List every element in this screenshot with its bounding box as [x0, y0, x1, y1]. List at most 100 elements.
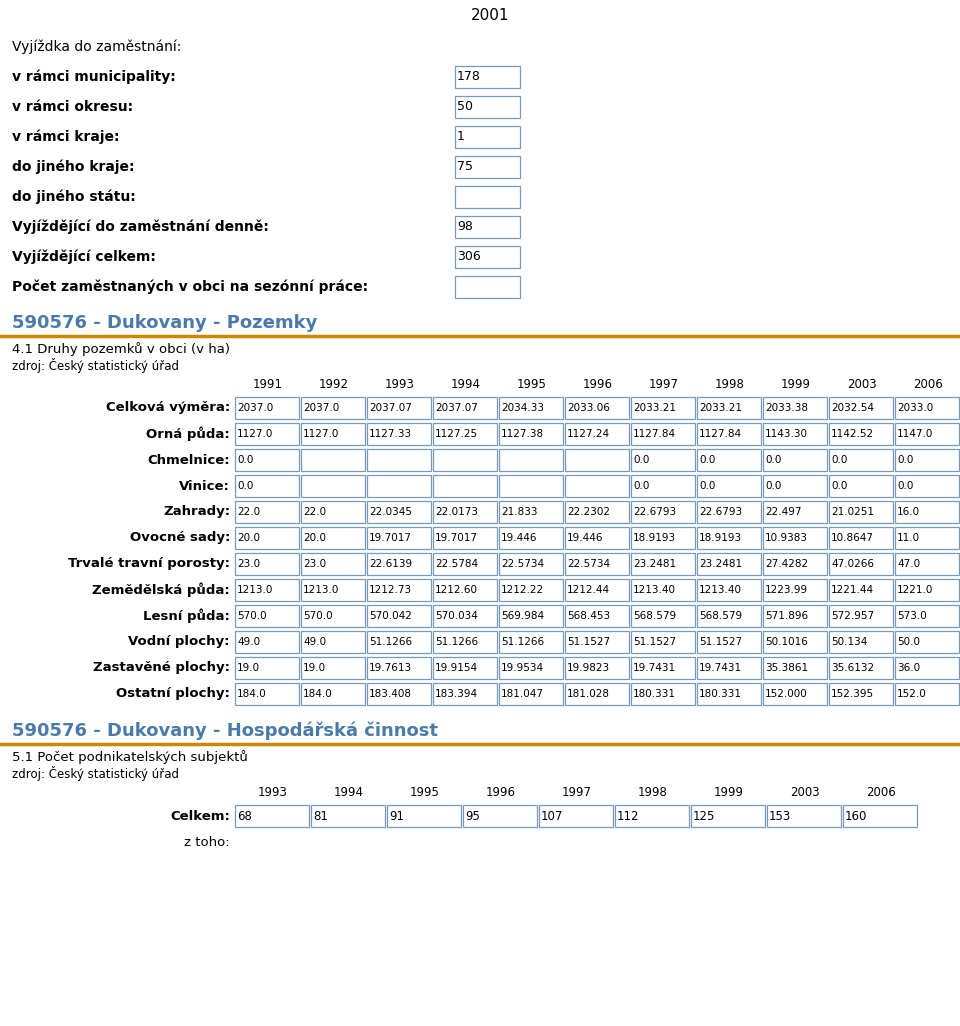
Bar [763, 657, 827, 679]
Text: 21.0251: 21.0251 [831, 507, 874, 517]
Text: 22.0345: 22.0345 [369, 507, 412, 517]
Bar [455, 66, 520, 88]
Text: 2003: 2003 [847, 378, 876, 391]
Bar [565, 657, 629, 679]
Bar [565, 631, 629, 653]
Bar [565, 423, 629, 445]
Text: 0.0: 0.0 [237, 455, 253, 465]
Text: Lesní půda:: Lesní půda: [143, 608, 230, 623]
Bar [895, 631, 959, 653]
Text: 590576 - Dukovany - Pozemky: 590576 - Dukovany - Pozemky [12, 314, 318, 332]
Bar [455, 246, 520, 268]
Text: 2003: 2003 [790, 786, 820, 799]
Text: 0.0: 0.0 [831, 481, 848, 491]
Text: 181.047: 181.047 [501, 689, 544, 699]
Text: 125: 125 [693, 810, 715, 823]
Text: 11.0: 11.0 [897, 532, 920, 543]
Text: 1127.25: 1127.25 [435, 429, 478, 439]
Text: 22.6139: 22.6139 [369, 559, 412, 569]
Bar [763, 683, 827, 705]
Text: 306: 306 [457, 250, 481, 264]
Bar [433, 579, 497, 601]
Bar [829, 475, 893, 497]
Bar [697, 683, 761, 705]
Text: 1998: 1998 [715, 378, 745, 391]
Text: 2037.0: 2037.0 [237, 403, 274, 413]
Bar [829, 527, 893, 549]
Bar [763, 579, 827, 601]
Text: Ovocné sady:: Ovocné sady: [130, 531, 230, 545]
Text: 569.984: 569.984 [501, 611, 544, 621]
Bar [895, 501, 959, 523]
Bar [235, 579, 299, 601]
Text: 570.0: 570.0 [303, 611, 332, 621]
Text: 0.0: 0.0 [699, 481, 715, 491]
Text: 1127.0: 1127.0 [237, 429, 274, 439]
Text: 21.833: 21.833 [501, 507, 538, 517]
Text: 152.395: 152.395 [831, 689, 875, 699]
Text: 51.1266: 51.1266 [369, 637, 412, 647]
Bar [895, 527, 959, 549]
Text: 10.8647: 10.8647 [831, 532, 874, 543]
Text: 98: 98 [457, 221, 473, 234]
Text: 22.2302: 22.2302 [567, 507, 610, 517]
Text: 153: 153 [769, 810, 791, 823]
Text: 160: 160 [845, 810, 868, 823]
Text: 19.0: 19.0 [237, 663, 260, 673]
Text: do jiného státu:: do jiného státu: [12, 190, 135, 204]
Text: 0.0: 0.0 [897, 481, 913, 491]
Text: 19.9534: 19.9534 [501, 663, 544, 673]
Text: 0.0: 0.0 [633, 455, 649, 465]
Text: 1221.0: 1221.0 [897, 585, 933, 595]
Text: 2033.21: 2033.21 [699, 403, 742, 413]
Text: 91: 91 [389, 810, 404, 823]
Bar [697, 527, 761, 549]
Text: 0.0: 0.0 [831, 455, 848, 465]
Bar [895, 397, 959, 419]
Bar [499, 553, 563, 575]
Bar [829, 683, 893, 705]
Bar [631, 553, 695, 575]
Bar [499, 579, 563, 601]
Text: 570.034: 570.034 [435, 611, 478, 621]
Bar [565, 527, 629, 549]
Text: 1127.84: 1127.84 [699, 429, 742, 439]
Text: 1999: 1999 [781, 378, 811, 391]
Bar [763, 501, 827, 523]
Text: 2037.07: 2037.07 [369, 403, 412, 413]
Bar [631, 397, 695, 419]
Bar [433, 475, 497, 497]
Text: 22.5734: 22.5734 [501, 559, 544, 569]
Text: 18.9193: 18.9193 [633, 532, 676, 543]
Text: zdroj: Český statistický úřad: zdroj: Český statistický úřad [12, 766, 179, 781]
Text: 2037.07: 2037.07 [435, 403, 478, 413]
Text: 23.0: 23.0 [303, 559, 326, 569]
Bar [697, 475, 761, 497]
Text: 19.9823: 19.9823 [567, 663, 611, 673]
Bar [895, 579, 959, 601]
Text: 590576 - Dukovany - Hospodářská činnost: 590576 - Dukovany - Hospodářská činnost [12, 722, 438, 741]
Text: 0.0: 0.0 [765, 455, 781, 465]
Text: 0.0: 0.0 [237, 481, 253, 491]
Text: 50: 50 [457, 101, 473, 114]
Text: Vodní plochy:: Vodní plochy: [129, 635, 230, 648]
Text: 1213.40: 1213.40 [699, 585, 742, 595]
Bar [499, 527, 563, 549]
Text: 1995: 1995 [517, 378, 547, 391]
Bar [565, 553, 629, 575]
Bar [697, 397, 761, 419]
Text: 50.134: 50.134 [831, 637, 868, 647]
Text: 49.0: 49.0 [237, 637, 260, 647]
Text: 2006: 2006 [866, 786, 896, 799]
Bar [301, 449, 365, 471]
Bar [367, 449, 431, 471]
Bar [843, 805, 917, 827]
Bar [387, 805, 461, 827]
Text: 19.7613: 19.7613 [369, 663, 412, 673]
Bar [235, 631, 299, 653]
Text: 4.1 Druhy pozemků v obci (v ha): 4.1 Druhy pozemků v obci (v ha) [12, 342, 230, 356]
Text: 1127.24: 1127.24 [567, 429, 611, 439]
Text: 20.0: 20.0 [303, 532, 326, 543]
Bar [235, 397, 299, 419]
Text: 1997: 1997 [562, 786, 592, 799]
